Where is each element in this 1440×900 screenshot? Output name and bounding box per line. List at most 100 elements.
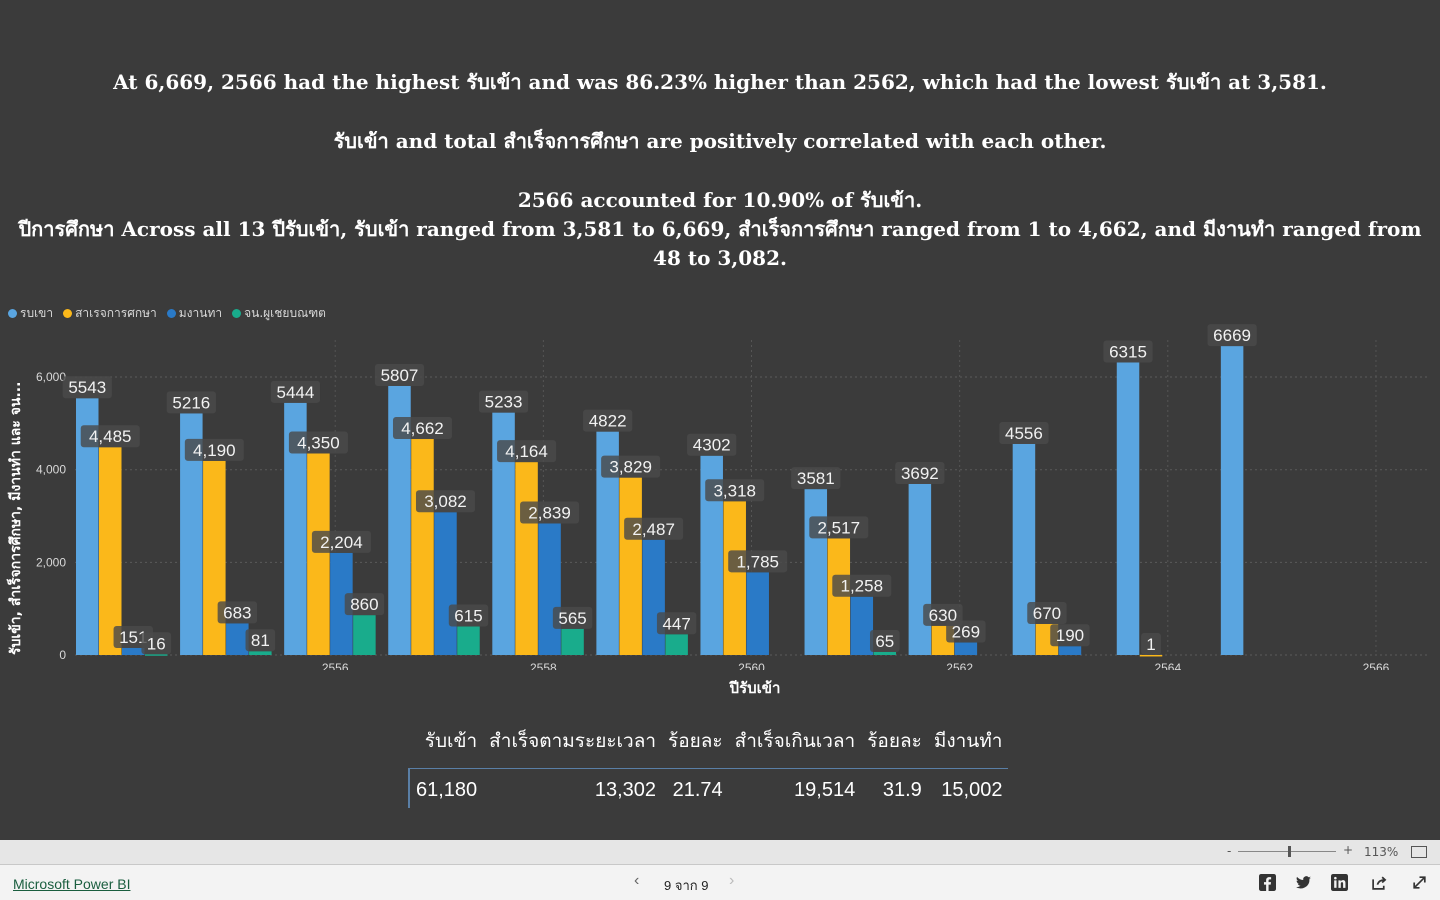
- data-label: 1,258: [841, 577, 884, 596]
- data-label-box: [497, 440, 557, 463]
- data-label: 3581: [797, 469, 835, 488]
- data-label-box: [687, 433, 737, 456]
- zoom-in-button[interactable]: +: [1343, 843, 1354, 857]
- data-label: 5444: [276, 383, 314, 402]
- smart-narrative: At 6,669, 2566 had the highest รับเข้า a…: [10, 68, 1430, 273]
- legend-item[interactable]: มงานทา: [166, 304, 223, 323]
- data-label-box: [1207, 324, 1257, 347]
- y-tick-label: 0: [59, 648, 66, 662]
- data-label-box: [311, 530, 371, 553]
- bar-1: [1139, 654, 1163, 657]
- data-label: 6669: [1213, 326, 1251, 345]
- legend-dot-2: [166, 309, 176, 318]
- bar-0: [1116, 362, 1140, 655]
- legend-dot-0: [8, 309, 17, 318]
- bar-3: [665, 634, 688, 655]
- fullscreen-icon[interactable]: [1411, 874, 1428, 891]
- data-label: 2,204: [320, 533, 363, 552]
- bar-1: [619, 477, 642, 655]
- data-label-box: [166, 391, 216, 414]
- bar-0: [76, 398, 99, 655]
- previous-page-button[interactable]: ‹: [634, 872, 640, 889]
- report-canvas: At 6,669, 2566 had the highest รับเข้า a…: [0, 68, 1440, 808]
- bar-1: [723, 501, 746, 655]
- data-label: 16: [147, 634, 166, 653]
- data-label: 630: [929, 606, 957, 625]
- data-label: 447: [662, 614, 690, 633]
- data-label: 1,785: [736, 552, 779, 571]
- data-label-box: [809, 516, 869, 539]
- data-label: 615: [454, 607, 482, 626]
- share-icon[interactable]: [1371, 874, 1388, 891]
- summary-header[interactable]: ร้อยละ: [662, 722, 729, 769]
- narrative-line-4: ปีการศึกษา Across all 13 ปีรับเข้า, รับเ…: [18, 217, 1422, 270]
- bar-2: [954, 642, 978, 655]
- summary-cell: 19,514: [794, 779, 856, 801]
- zoom-slider-thumb[interactable]: [1288, 846, 1291, 857]
- data-label: 3,318: [713, 481, 756, 500]
- x-tick-label: 2558: [530, 661, 557, 670]
- next-page-button[interactable]: ›: [729, 872, 735, 889]
- data-label-box: [478, 390, 529, 413]
- data-label: 565: [558, 609, 586, 628]
- data-label: 4822: [589, 412, 627, 431]
- bar-0: [596, 431, 619, 655]
- data-label-box: [217, 601, 258, 624]
- twitter-icon[interactable]: [1295, 874, 1312, 891]
- legend-item[interactable]: สาเรจการศกษา: [63, 304, 157, 323]
- linkedin-icon[interactable]: [1331, 874, 1348, 891]
- summary-table: รับเข้า สำเร็จตามระยะเวลา ร้อยละ สำเร็จเ…: [407, 722, 1009, 808]
- legend-item[interactable]: จน.ผูเชยบณฑต: [232, 304, 326, 323]
- data-label-box: [946, 620, 986, 643]
- data-label: 81: [251, 631, 270, 650]
- summary-header[interactable]: มีงานทำ: [927, 722, 1009, 769]
- data-label-box: [583, 409, 633, 432]
- page-indicator: 9 จาก 9: [664, 878, 709, 893]
- zoom-slider-track[interactable]: [1238, 851, 1336, 852]
- summary-row: 61,180 13,302 21.74 19,514 31.9 15,002: [407, 768, 1008, 808]
- data-label-box: [832, 574, 892, 597]
- legend-item[interactable]: รบเขา: [8, 304, 53, 323]
- data-label: 1: [1146, 635, 1155, 654]
- legend-label-3: จน.ผูเชยบณฑต: [244, 306, 326, 320]
- data-label-box: [869, 629, 900, 652]
- bar-1: [515, 462, 538, 655]
- bar-0: [492, 412, 515, 655]
- data-label: 151: [119, 628, 147, 647]
- bar-2: [642, 539, 665, 655]
- bar-3: [457, 626, 480, 655]
- y-tick-label: 4,000: [36, 463, 66, 477]
- fit-to-page-icon[interactable]: [1411, 846, 1427, 858]
- summary-cell: 15,002: [941, 779, 1003, 801]
- summary-header[interactable]: สำเร็จตามระยะเวลา: [483, 722, 663, 769]
- data-label-box: [62, 376, 112, 399]
- clustered-column-chart[interactable]: 0 2,000 4,000 6,000 2556 2558 2560 2562 2564 2566…: [0, 320, 1440, 670]
- data-label: 4302: [693, 436, 731, 455]
- facebook-icon[interactable]: [1259, 874, 1276, 891]
- data-label: 3692: [901, 464, 939, 483]
- summary-cell: 13,302: [594, 779, 657, 801]
- bar-2: [746, 572, 769, 655]
- chart-legend[interactable]: รบเขา สาเรจการศกษา มงานทา จน.ผูเชยบณฑต: [8, 304, 326, 323]
- y-tick-label: 2,000: [36, 555, 66, 569]
- bar-2: [538, 523, 561, 655]
- zoom-out-button[interactable]: -: [1227, 844, 1232, 858]
- legend-label-1: สาเรจการศกษา: [75, 306, 157, 320]
- data-label: 4556: [1005, 424, 1043, 443]
- narrative-line-3: 2566 accounted for 10.90% of รับเข้า.: [517, 188, 923, 212]
- power-bi-link[interactable]: Microsoft Power BI: [13, 876, 131, 892]
- bar-0: [908, 483, 932, 655]
- data-label-box: [1050, 624, 1090, 647]
- summary-header[interactable]: ร้อยละ: [861, 722, 928, 769]
- data-label-box: [184, 438, 244, 461]
- summary-header-row: รับเข้า สำเร็จตามระยะเวลา ร้อยละ สำเร็จเ…: [409, 722, 1009, 769]
- data-label-box: [520, 501, 580, 524]
- data-label: 5216: [172, 393, 210, 412]
- summary-header[interactable]: สำเร็จเกินเวลา: [728, 722, 862, 769]
- data-label: 670: [1033, 604, 1061, 623]
- legend-label-2: มงานทา: [178, 306, 223, 320]
- summary-header[interactable]: รับเข้า: [409, 722, 484, 769]
- data-label-box: [552, 606, 593, 629]
- data-label: 4,190: [193, 441, 236, 460]
- legend-dot-1: [63, 309, 73, 318]
